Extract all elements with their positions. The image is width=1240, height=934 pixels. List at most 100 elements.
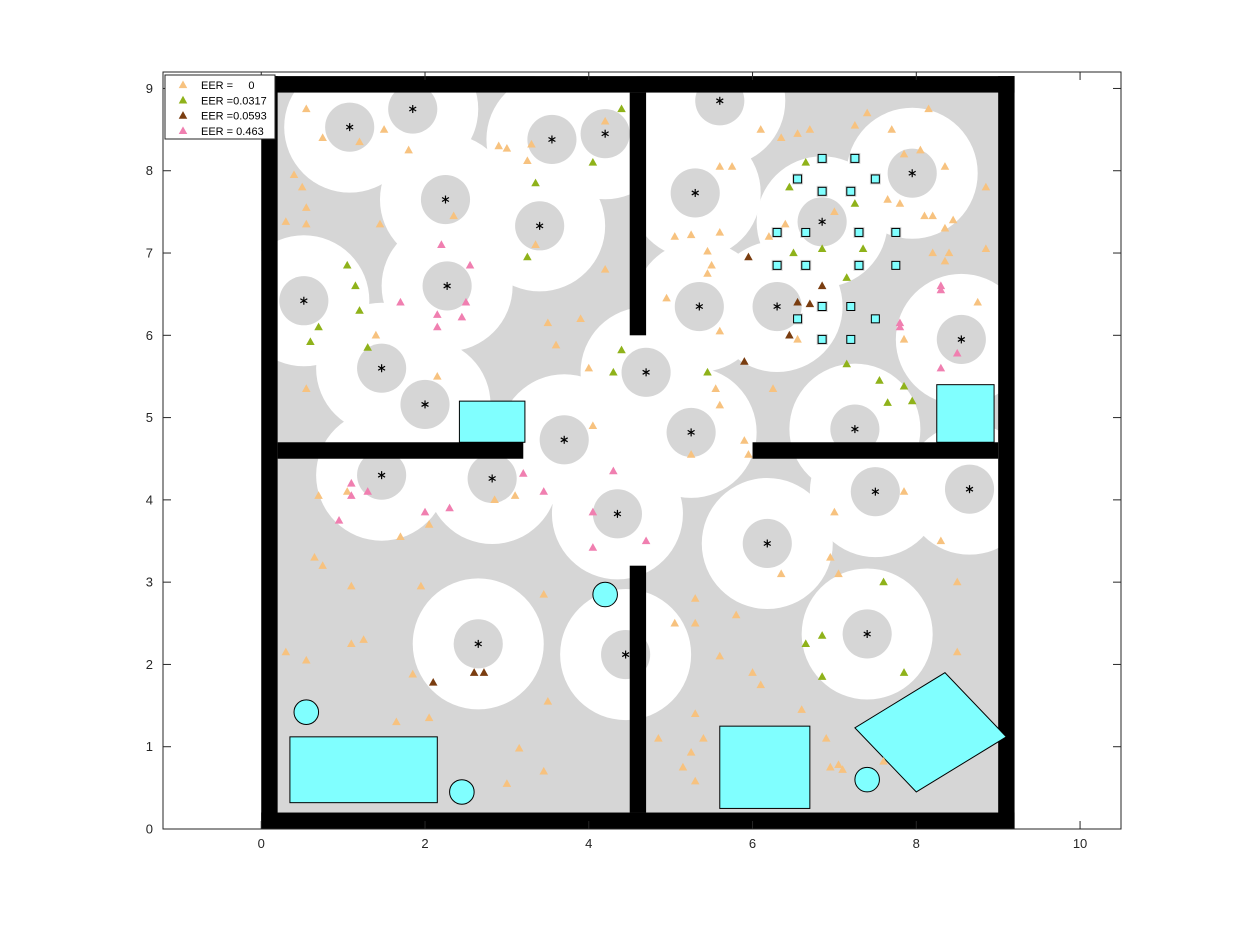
- data-point-triangle: [744, 450, 753, 458]
- legend-marker: [178, 126, 188, 135]
- data-point-triangle: [793, 129, 802, 137]
- data-point-triangle: [907, 396, 917, 405]
- data-point-triangle: [314, 491, 323, 499]
- square-target: [817, 153, 827, 163]
- square-target: [772, 260, 782, 270]
- data-point-triangle: [830, 207, 839, 216]
- data-point-triangle: [850, 120, 860, 129]
- data-point-triangle: [654, 733, 663, 742]
- data-point-triangle: [347, 581, 356, 590]
- legend-entry-label: EER = 0.463: [201, 126, 264, 138]
- data-point-triangle: [690, 709, 700, 717]
- data-point-triangle: [371, 330, 381, 339]
- sensor-marker: [695, 302, 704, 311]
- sensor-marker: [871, 487, 880, 496]
- data-point-triangle: [527, 139, 536, 148]
- data-point-triangle: [690, 776, 700, 785]
- data-point-triangle: [490, 495, 499, 504]
- data-point-triangle: [502, 144, 512, 152]
- sensor-marker: [642, 368, 650, 377]
- data-point-triangle: [944, 248, 954, 257]
- data-point-triangle: [502, 779, 512, 787]
- data-point-triangle: [347, 491, 356, 499]
- data-point-triangle: [715, 162, 725, 170]
- data-point-triangle: [940, 223, 950, 232]
- data-point-triangle: [973, 297, 982, 306]
- data-point-triangle: [347, 639, 356, 648]
- data-point-triangle: [740, 436, 749, 444]
- y-tick-label: 7: [146, 246, 153, 261]
- data-point-triangle: [899, 668, 909, 676]
- x-tick-label: 8: [913, 836, 920, 851]
- data-point-triangle: [948, 215, 958, 224]
- data-point-triangle: [363, 487, 372, 495]
- data-point-triangle: [686, 747, 696, 756]
- data-point-triangle: [318, 561, 327, 569]
- sensor-marker: [345, 123, 354, 132]
- square-target: [846, 186, 856, 196]
- data-point-triangle: [408, 669, 418, 678]
- data-point-triangle: [817, 281, 827, 290]
- sensor-marker: [763, 539, 772, 548]
- sensor-marker: [441, 195, 450, 204]
- square-target: [846, 334, 856, 344]
- data-point-triangle: [302, 219, 311, 228]
- y-tick-label: 0: [146, 822, 153, 837]
- square-target: [850, 153, 860, 163]
- wall: [277, 442, 524, 459]
- data-point-triangle: [543, 696, 553, 705]
- data-point-triangle: [899, 381, 909, 390]
- square-target: [801, 227, 811, 237]
- data-point-triangle: [887, 125, 897, 133]
- data-point-triangle: [588, 543, 598, 551]
- data-point-triangle: [576, 314, 585, 322]
- data-point-triangle: [514, 743, 524, 752]
- data-point-triangle: [731, 610, 741, 619]
- data-point-triangle: [420, 507, 430, 516]
- data-point-triangle: [952, 348, 962, 357]
- x-tick-label: 0: [258, 836, 265, 851]
- data-point-triangle: [523, 156, 532, 165]
- square-target: [817, 186, 827, 196]
- data-point-triangle: [641, 536, 651, 545]
- data-point-triangle: [424, 520, 434, 528]
- data-point-triangle: [764, 232, 774, 240]
- data-point-triangle: [952, 577, 962, 586]
- data-point-triangle: [899, 149, 909, 158]
- square-target: [870, 174, 880, 184]
- sensor-marker: [818, 217, 826, 226]
- square-target: [801, 260, 811, 270]
- data-point-triangle: [690, 594, 700, 602]
- data-point-triangle: [883, 398, 892, 406]
- rotated-obstacle: [854, 672, 1008, 793]
- square-target: [891, 227, 901, 237]
- sensor-marker: [957, 335, 966, 344]
- data-point-triangle: [531, 178, 540, 187]
- data-point-triangle: [711, 384, 720, 392]
- data-point-triangle: [494, 141, 503, 150]
- sensor-marker: [548, 135, 556, 144]
- data-point-triangle: [686, 450, 696, 458]
- data-point-triangle: [600, 264, 610, 273]
- sensor-marker: [908, 169, 916, 178]
- data-point-triangle: [609, 367, 618, 376]
- data-point-triangle: [302, 203, 311, 211]
- y-tick-label: 2: [146, 657, 153, 672]
- data-point-triangle: [342, 260, 352, 269]
- y-tick-label: 8: [146, 163, 153, 178]
- data-point-triangle: [351, 281, 360, 290]
- data-point-triangle: [858, 244, 868, 253]
- data-point-triangle: [793, 334, 802, 343]
- data-point-triangle: [928, 248, 937, 257]
- data-point-triangle: [895, 318, 905, 327]
- data-point-triangle: [801, 639, 811, 648]
- data-point-triangle: [469, 668, 479, 676]
- wall: [629, 92, 647, 336]
- data-point-triangle: [842, 359, 851, 368]
- legend-marker: [178, 111, 188, 119]
- data-point-triangle: [662, 293, 671, 302]
- wall: [629, 565, 647, 813]
- data-point-triangle: [842, 273, 851, 281]
- data-point-triangle: [817, 244, 827, 253]
